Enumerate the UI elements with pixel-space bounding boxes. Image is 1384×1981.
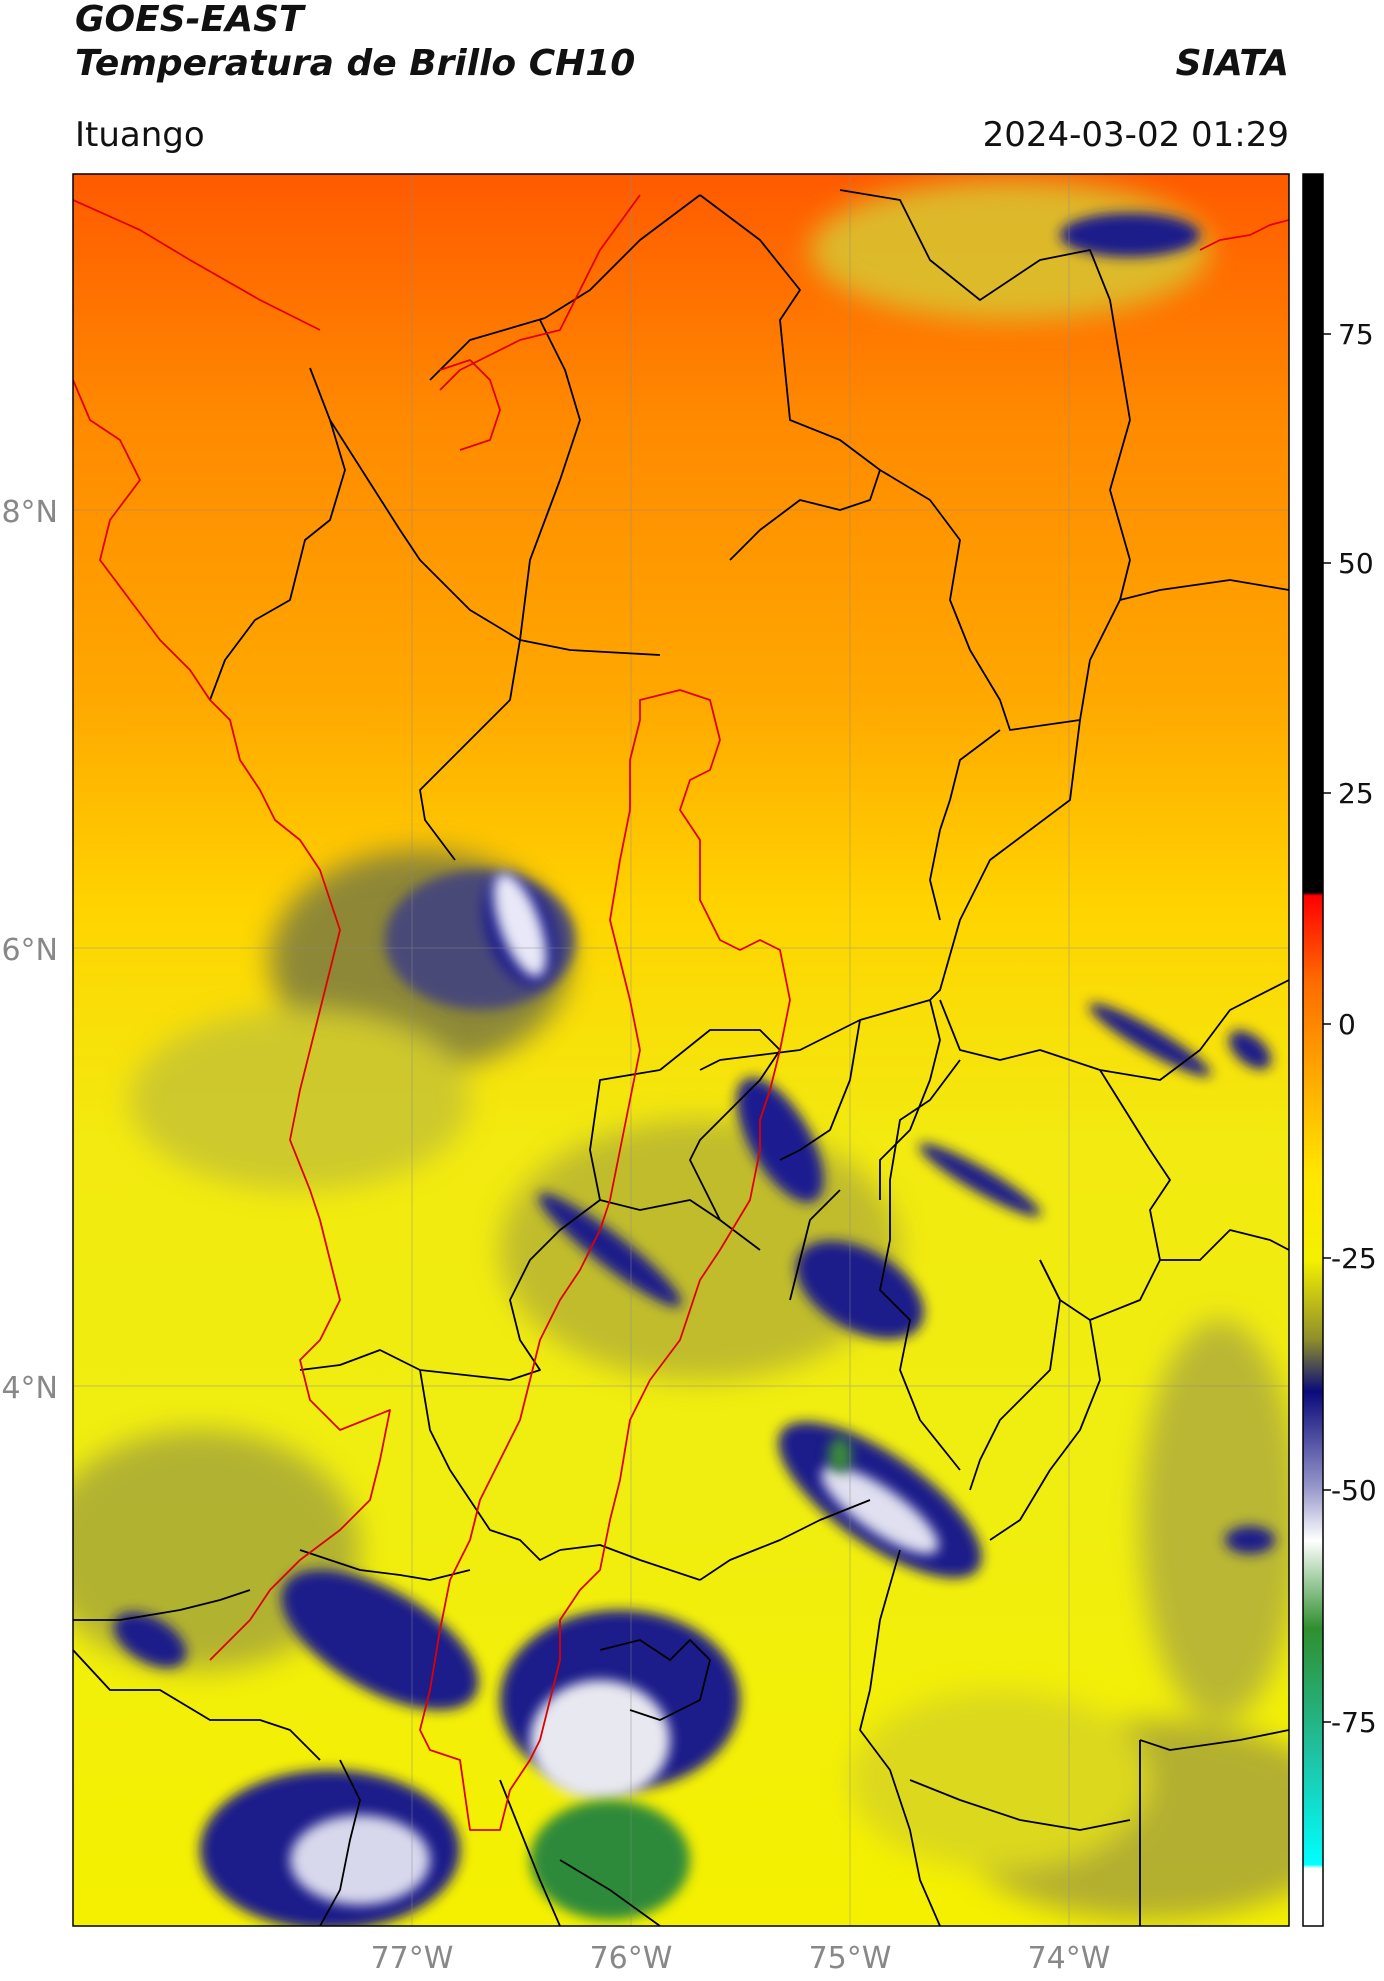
lon-label-77w: 77°W <box>371 1941 454 1976</box>
colorbar-tick-minus-25: -25 <box>1331 1242 1377 1275</box>
lat-label-6n: 6°N <box>1 933 58 968</box>
satellite-image <box>73 174 1289 1926</box>
admin-boundaries <box>73 189 1289 1926</box>
lat-label-4n: 4°N <box>1 1371 58 1406</box>
colorbar-tick-minus-50: -50 <box>1331 1474 1377 1507</box>
organization-label: SIATA <box>1175 43 1289 84</box>
colorbar: 75 50 25 0 -25 -50 -75 <box>1302 173 1377 1927</box>
timestamp-label: 2024-03-02 01:29 <box>982 115 1289 155</box>
colorbar-tick-75: 75 <box>1338 318 1374 351</box>
colorbar-tick-minus-75: -75 <box>1331 1706 1377 1739</box>
colorbar-tick-0: 0 <box>1338 1008 1356 1041</box>
lon-label-76w: 76°W <box>590 1941 673 1976</box>
lon-label-74w: 74°W <box>1028 1941 1111 1976</box>
lat-label-8n: 8°N <box>1 495 58 530</box>
colorbar-tick-50: 50 <box>1338 547 1374 580</box>
location-label: Ituango <box>75 115 205 155</box>
colorbar-tick-25: 25 <box>1338 777 1374 810</box>
title-line-2: Temperatura de Brillo CH10 <box>75 43 636 84</box>
graticule <box>73 174 1289 1926</box>
basin-outlines <box>73 194 1289 1831</box>
lon-label-75w: 75°W <box>809 1941 892 1976</box>
title-line-1: GOES-EAST <box>75 0 304 40</box>
